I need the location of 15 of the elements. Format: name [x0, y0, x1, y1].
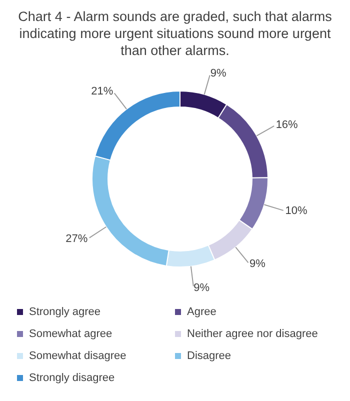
- legend-label: Agree: [187, 306, 216, 318]
- legend-label: Neither agree nor disagree: [187, 328, 318, 340]
- chart-title: Chart 4 - Alarm sounds are graded, such that alarms indicating more urgent situations sound more urgent than other alarms.: [17, 8, 333, 59]
- data-label: 21%: [91, 86, 114, 98]
- data-label: 9%: [210, 67, 227, 80]
- legend-label: Strongly agree: [29, 306, 101, 318]
- data-label: 16%: [276, 118, 298, 131]
- data-label: 9%: [194, 282, 210, 294]
- legend-label: Strongly disagree: [29, 372, 115, 384]
- data-label: 27%: [66, 232, 88, 245]
- legend-label: Somewhat disagree: [29, 350, 126, 362]
- data-label: 9%: [250, 258, 266, 270]
- data-label: 10%: [285, 205, 308, 218]
- legend-label: Disagree: [187, 350, 232, 362]
- legend-label: Somewhat agree: [29, 328, 112, 340]
